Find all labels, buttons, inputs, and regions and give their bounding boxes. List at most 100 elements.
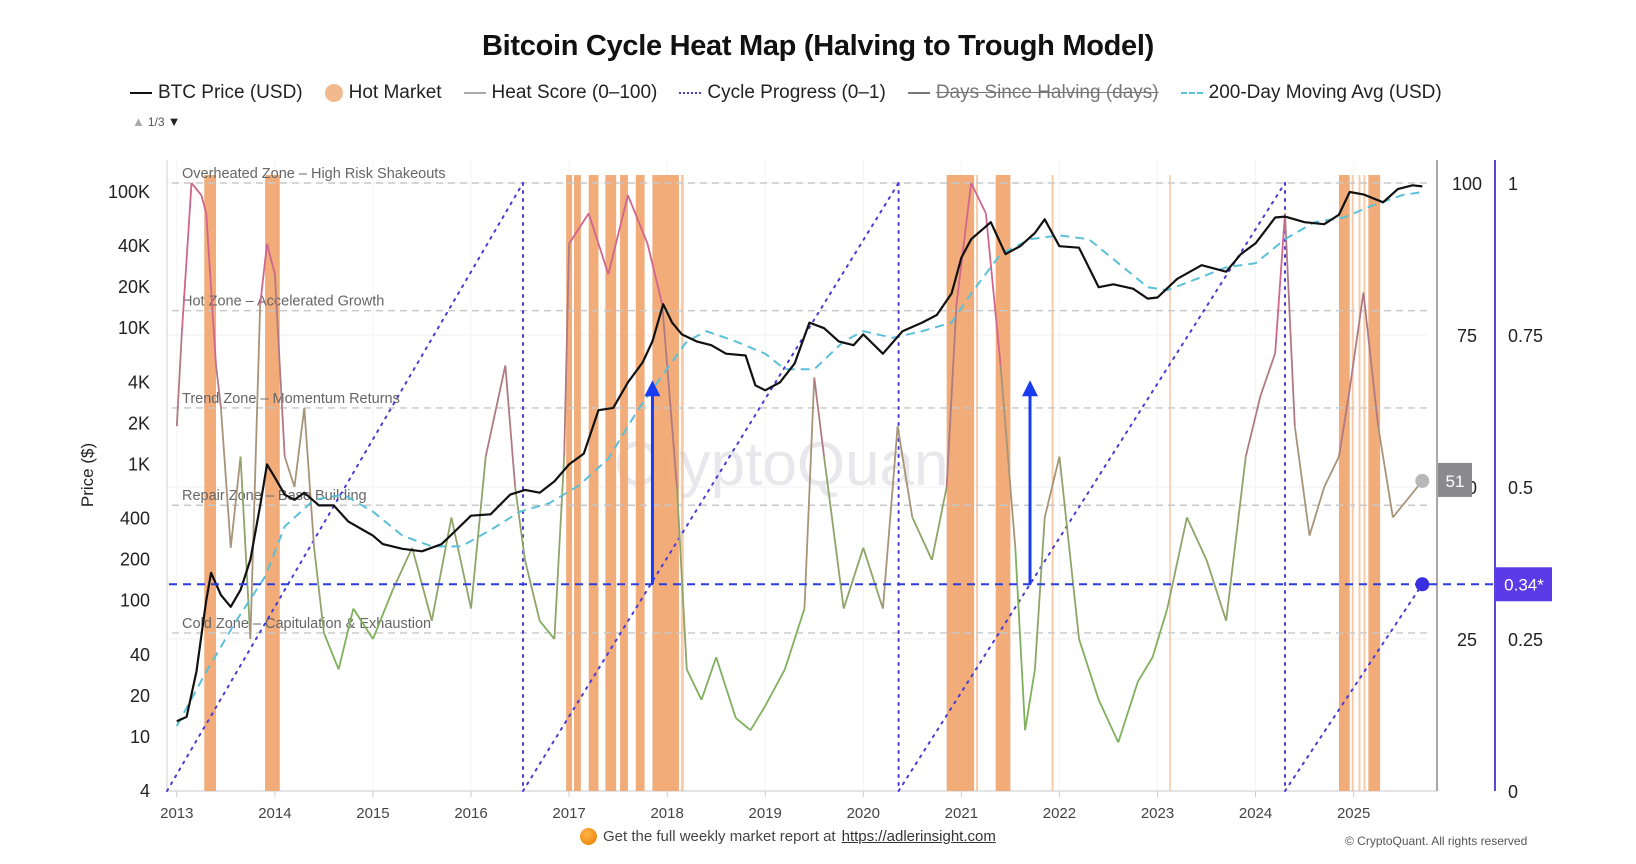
- hot-market-bar: [976, 175, 979, 791]
- heat-score-segment: [911, 517, 933, 561]
- legend-item[interactable]: Cycle Progress (0–1): [679, 82, 886, 104]
- legend-item[interactable]: Days Since Halving (days): [907, 82, 1159, 104]
- heat-score-segment: [945, 304, 958, 488]
- legend-label: Days Since Halving (days): [935, 82, 1159, 103]
- heat-score-segment: [239, 456, 252, 640]
- heat-score-segment: [1293, 426, 1311, 536]
- heat-score-segment: [764, 668, 786, 707]
- legend-swatch-icon: [679, 92, 702, 94]
- heat-score-segment: [842, 547, 865, 609]
- x-tick-label: 2017: [552, 805, 585, 822]
- legend-item[interactable]: BTC Price (USD): [130, 82, 303, 104]
- current-heat-marker: [1415, 473, 1430, 488]
- heat-score-segment: [266, 243, 276, 275]
- heat-score-segment: [1058, 456, 1080, 640]
- zone-label: Hot Zone – Accelerated Growth: [182, 294, 384, 310]
- price-tick-label: 2K: [128, 413, 150, 433]
- heat-score-segment: [823, 456, 845, 609]
- progress-tick-label: 0.75: [1508, 326, 1543, 346]
- current-progress-badge-label: 0.34*: [1504, 575, 1544, 594]
- heat-score-segment: [1244, 395, 1262, 457]
- hot-market-bar: [1358, 175, 1361, 791]
- heat-tick-label: 75: [1457, 326, 1477, 346]
- trough-arrow-head-icon: [1022, 380, 1039, 397]
- heat-score-segment: [175, 334, 183, 427]
- heat-score-segment: [1034, 517, 1046, 670]
- legend-label: BTC Price (USD): [158, 82, 303, 103]
- heat-score-segment: [735, 717, 752, 731]
- cycle-progress-ramp: [521, 182, 900, 792]
- heat-score-segment: [700, 656, 718, 701]
- price-tick-label: 100: [120, 591, 150, 611]
- heat-score-segment: [504, 365, 517, 488]
- heat-score-segment: [391, 547, 413, 591]
- price-tick-label: 20K: [118, 277, 150, 297]
- heat-score-segment: [249, 304, 262, 640]
- price-tick-label: 40K: [118, 236, 150, 256]
- legend-page-down-icon[interactable]: ▼: [167, 114, 181, 129]
- legend-item[interactable]: Heat Score (0–100): [463, 82, 657, 104]
- heat-score-segment: [430, 517, 453, 621]
- legend-page-indicator: 1/3: [147, 114, 165, 129]
- heat-score-segment: [259, 243, 268, 305]
- heat-score-segment: [352, 608, 374, 640]
- x-tick-label: 2023: [1141, 805, 1174, 822]
- heat-score-segment: [1043, 456, 1061, 518]
- heat-tick-label: 100: [1452, 174, 1482, 194]
- legend-page-up-icon[interactable]: ▲: [132, 114, 145, 129]
- heat-score-segment: [563, 243, 570, 457]
- heat-score-segment: [749, 705, 766, 731]
- heat-score-segment: [882, 426, 899, 609]
- x-tick-label: 2019: [749, 805, 782, 822]
- price-tick-label: 4K: [128, 372, 150, 392]
- hot-market-bar: [995, 175, 1011, 791]
- heat-score-segment: [1323, 456, 1340, 488]
- coin-icon: [580, 828, 597, 845]
- legend-swatch-icon: [463, 92, 486, 94]
- legend-swatch-icon: [324, 84, 343, 102]
- heat-score-segment: [180, 182, 193, 336]
- heat-score-segment: [1078, 638, 1100, 701]
- x-tick-label: 2018: [650, 805, 683, 822]
- x-tick-label: 2015: [356, 805, 389, 822]
- heat-score-segment: [1338, 395, 1350, 457]
- x-tick-label: 2014: [258, 805, 291, 822]
- zone-label: Overheated Zone – High Risk Shakeouts: [182, 166, 446, 182]
- legend-item[interactable]: 200-Day Moving Avg (USD): [1180, 82, 1442, 104]
- heat-score-segment: [1308, 486, 1326, 536]
- heat-score-segment: [1225, 456, 1247, 621]
- heat-score-segment: [1024, 669, 1036, 731]
- heat-score-segment: [803, 377, 816, 609]
- current-progress-badge: [1496, 567, 1552, 602]
- hot-market-bar: [620, 175, 628, 791]
- heat-score-segment: [1186, 517, 1208, 561]
- x-tick-label: 2025: [1337, 805, 1370, 822]
- heat-score-segment: [1097, 699, 1120, 743]
- heat-score-segment: [1392, 498, 1409, 518]
- heat-score-segment: [1137, 656, 1154, 683]
- legend-label: 200-Day Moving Avg (USD): [1208, 82, 1442, 103]
- footer-text: Get the full weekly market report at: [603, 828, 836, 845]
- heat-score-segment: [999, 365, 1017, 548]
- heat-score-segment: [303, 407, 316, 548]
- x-tick-label: 2016: [454, 805, 487, 822]
- price-tick-label: 1K: [128, 454, 150, 474]
- legend-item[interactable]: Hot Market: [324, 82, 442, 104]
- legend-swatch-icon: [1180, 92, 1203, 94]
- heat-score-segment: [1284, 213, 1296, 427]
- legend: BTC Price (USD) Hot Market Heat Score (0–1…: [130, 80, 1442, 106]
- progress-tick-label: 0.25: [1508, 630, 1543, 650]
- footer: Get the full weekly market report at htt…: [580, 828, 996, 845]
- heat-score-segment: [1347, 292, 1365, 396]
- hot-market-bar: [1169, 175, 1171, 791]
- heat-score-segment: [1014, 547, 1027, 731]
- heat-score-segment: [783, 608, 806, 670]
- cycle-progress-ramp: [166, 182, 524, 792]
- heat-score-segment: [1151, 608, 1169, 658]
- hot-market-bar: [204, 175, 217, 791]
- cycle-progress-ramp: [897, 182, 1286, 792]
- footer-link[interactable]: https://adlerinsight.com: [841, 828, 996, 845]
- hot-market-bar: [573, 175, 581, 791]
- heat-score-segment: [215, 365, 222, 409]
- heat-score-segment: [676, 486, 688, 670]
